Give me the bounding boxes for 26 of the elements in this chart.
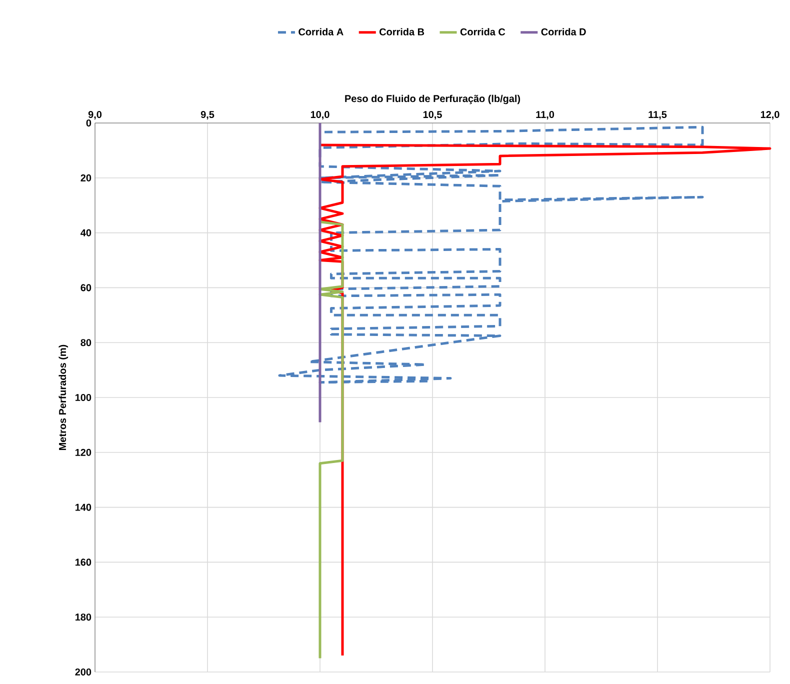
y-tick-label: 20: [80, 174, 92, 182]
x-tick-label: 11,0: [536, 110, 554, 120]
y-tick-label: 60: [80, 284, 92, 292]
x-tick-label: 10,0: [310, 110, 330, 120]
y-tick-label: 140: [75, 504, 92, 511]
legend-label: Corrida A: [298, 28, 344, 36]
line-series: [278, 126, 704, 384]
legend-label: Corrida D: [541, 28, 586, 36]
x-tick-label: 12,0: [760, 110, 780, 120]
x-axis-title: Peso do Fluido de Perfuração (lb/gal): [345, 94, 520, 104]
y-tick-label: 160: [75, 558, 92, 566]
x-tick-label: 10,5: [423, 110, 442, 120]
legend-label: Corrida B: [380, 28, 424, 36]
y-tick-label: 180: [75, 614, 92, 621]
y-tick-label: 0: [86, 119, 92, 127]
y-tick-label: 40: [80, 229, 92, 236]
y-tick-label: 100: [75, 394, 92, 402]
y-tick-label: 200: [75, 668, 92, 676]
x-tick-label: 9,5: [200, 110, 214, 120]
legend-label: Corrida C: [460, 28, 506, 36]
y-tick-label: 80: [80, 339, 92, 346]
y-axis-title: Metros Perfurados (m): [58, 344, 68, 450]
x-tick-label: 9,0: [88, 110, 102, 120]
line-series: [318, 220, 344, 660]
x-tick-label: 11,5: [648, 111, 667, 120]
y-tick-label: 120: [75, 448, 92, 456]
